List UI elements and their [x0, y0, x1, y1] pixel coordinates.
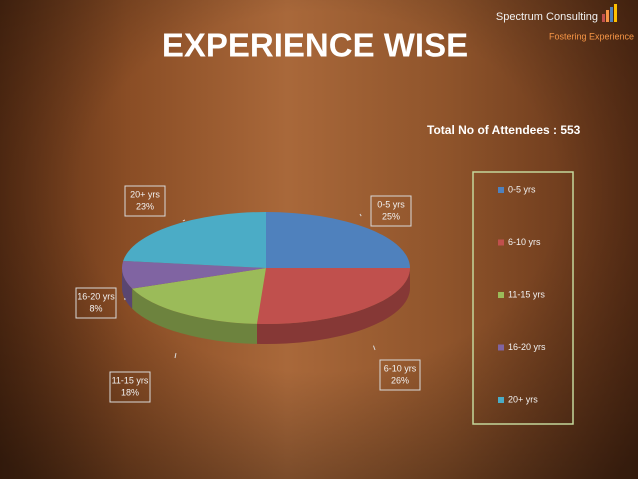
slice-side — [122, 268, 133, 309]
legend-box — [472, 171, 574, 425]
data-label-value: 25% — [382, 211, 400, 221]
label-box — [109, 371, 151, 403]
legend-swatch — [498, 292, 504, 298]
label-box — [379, 359, 421, 391]
data-label-value: 26% — [391, 375, 409, 385]
chart-subtitle: Total No of Attendees : 553 — [427, 123, 581, 137]
data-label-value: 8% — [89, 303, 102, 313]
data-label-name: 16-20 yrs — [77, 291, 115, 301]
data-label-name: 0-5 yrs — [377, 199, 405, 209]
legend-label: 6-10 yrs — [508, 237, 541, 247]
label-box — [75, 287, 117, 319]
chart-title: EXPERIENCE WISE — [162, 27, 468, 64]
slice-side — [132, 288, 257, 344]
leader-line — [174, 353, 177, 359]
legend-swatch — [498, 187, 504, 193]
leader-line — [182, 219, 186, 222]
leader-line — [359, 213, 362, 217]
legend-label: 16-20 yrs — [508, 342, 546, 352]
slice — [122, 260, 266, 289]
data-label-name: 11-15 yrs — [112, 375, 149, 385]
data-label-value: 23% — [136, 201, 154, 211]
label-box — [370, 195, 412, 227]
data-label-name: 20+ yrs — [130, 189, 160, 199]
slice-side — [256, 268, 410, 344]
legend-label: 11-15 yrs — [508, 289, 545, 299]
legend-label: 20+ yrs — [508, 394, 538, 404]
slice — [132, 268, 266, 324]
logo — [602, 4, 617, 22]
legend-swatch — [498, 239, 504, 246]
tagline: Fostering Experience — [549, 31, 634, 41]
slice — [123, 212, 266, 268]
legend-swatch — [498, 397, 504, 403]
data-label-name: 6-10 yrs — [384, 363, 417, 373]
leader-line — [372, 345, 376, 351]
slice — [256, 268, 410, 324]
label-box — [124, 185, 166, 217]
slice — [266, 212, 410, 268]
data-label-value: 18% — [121, 387, 139, 397]
legend-label: 0-5 yrs — [508, 184, 536, 194]
company-name: Spectrum Consulting — [496, 11, 598, 23]
legend-swatch — [498, 344, 504, 351]
